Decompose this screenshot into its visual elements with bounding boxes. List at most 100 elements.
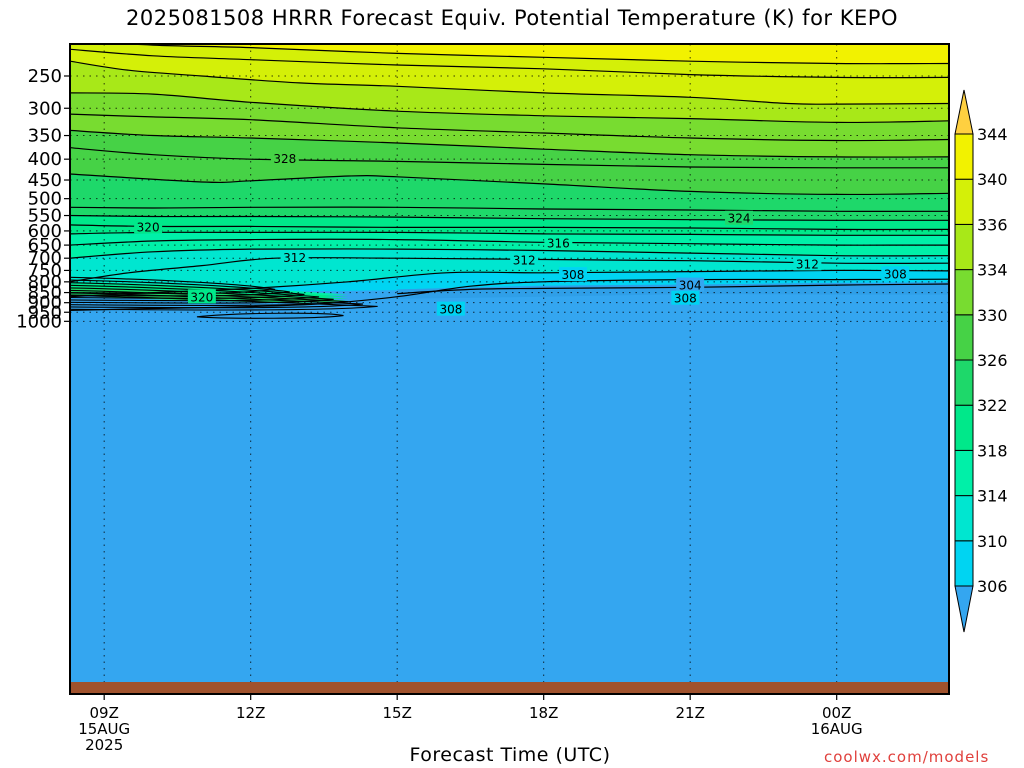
contour-320 bbox=[70, 224, 949, 231]
contour-label-bg bbox=[134, 219, 163, 234]
contour-label-312: 312 bbox=[283, 251, 306, 265]
colorbar-label-322: 322 bbox=[977, 396, 1008, 415]
colorbar-band bbox=[954, 359, 974, 406]
contour-lower-left bbox=[70, 287, 334, 304]
y-tick-label-900: 900 bbox=[28, 293, 62, 314]
y-tick-label-350: 350 bbox=[28, 126, 62, 147]
colorbar-top-arrow bbox=[954, 89, 974, 135]
contour-324 bbox=[70, 206, 949, 212]
fill-band-306 bbox=[70, 284, 949, 694]
source-credit: coolwx.com/models bbox=[824, 748, 990, 766]
contour-label-bg bbox=[793, 256, 822, 271]
contour-surface-pocket bbox=[196, 312, 344, 319]
y-tick-label-1000: 1000 bbox=[16, 311, 62, 332]
contour-306 bbox=[397, 283, 949, 295]
colorbar-label-344: 344 bbox=[977, 125, 1008, 144]
colorbar-label-310: 310 bbox=[977, 532, 1008, 551]
contour-label-312: 312 bbox=[513, 254, 536, 268]
contour-316 bbox=[70, 238, 949, 246]
contour-336 bbox=[70, 60, 949, 105]
y-tick-label-800: 800 bbox=[28, 272, 62, 293]
contour-lower-left bbox=[70, 284, 320, 302]
chart-title: 2025081508 HRRR Forecast Equiv. Potentia… bbox=[126, 6, 898, 30]
contour-label-328: 328 bbox=[273, 152, 296, 166]
contour-lower-left bbox=[70, 292, 364, 309]
y-tick-label-950: 950 bbox=[28, 302, 62, 323]
contour-label-320: 320 bbox=[137, 220, 160, 234]
x-tick-label-15Z: 15Z bbox=[382, 704, 411, 722]
colorbar-band bbox=[954, 178, 974, 225]
contour-lower-left bbox=[70, 289, 349, 306]
contour-334 bbox=[70, 92, 949, 124]
colorbar-band bbox=[954, 314, 974, 361]
x-tick-label-09Z: 09Z bbox=[89, 704, 118, 722]
y-tick-label-600: 600 bbox=[28, 221, 62, 242]
y-tick-label-750: 750 bbox=[28, 260, 62, 281]
colorbar-label-306: 306 bbox=[977, 577, 1008, 596]
contour-label-308: 308 bbox=[674, 292, 697, 306]
colorbar-band bbox=[954, 540, 974, 587]
x-tick-label-2025: 2025 bbox=[85, 736, 123, 754]
colorbar-label-340: 340 bbox=[977, 170, 1008, 189]
ground-band bbox=[70, 682, 949, 694]
colorbar-bottom-arrow bbox=[954, 585, 974, 633]
contour-label-bg bbox=[544, 235, 573, 250]
colorbar-band bbox=[954, 223, 974, 271]
contour-label-308: 308 bbox=[439, 303, 462, 317]
colorbar-band bbox=[954, 269, 974, 316]
contour-label-312: 312 bbox=[796, 257, 819, 271]
contour-340 bbox=[115, 44, 949, 65]
contour-label-bg bbox=[725, 210, 754, 225]
colorbar-band bbox=[954, 449, 974, 497]
contour-label-bg bbox=[270, 151, 299, 166]
colorbar-label-334: 334 bbox=[977, 261, 1008, 280]
contour-314 bbox=[70, 248, 949, 259]
contour-label-bg bbox=[280, 250, 309, 265]
colorbar-label-314: 314 bbox=[977, 487, 1008, 506]
y-tick-label-700: 700 bbox=[28, 248, 62, 269]
contour-318 bbox=[70, 231, 949, 236]
y-tick-label-250: 250 bbox=[28, 66, 62, 87]
x-tick-label-15AUG: 15AUG bbox=[78, 720, 130, 738]
y-tick-label-400: 400 bbox=[28, 149, 62, 170]
y-tick-label-500: 500 bbox=[28, 189, 62, 210]
x-tick-label-21Z: 21Z bbox=[675, 704, 704, 722]
y-tick-label-300: 300 bbox=[28, 98, 62, 119]
x-axis-label: Forecast Time (UTC) bbox=[409, 744, 611, 766]
contour-label-308: 308 bbox=[884, 267, 907, 281]
contour-330 bbox=[70, 129, 949, 158]
contour-label-bg bbox=[187, 289, 216, 304]
colorbar-label-330: 330 bbox=[977, 306, 1008, 325]
contour-332 bbox=[70, 113, 949, 142]
plot-frame bbox=[69, 43, 950, 695]
contour-label-bg bbox=[671, 290, 700, 305]
colorbar-label-326: 326 bbox=[977, 351, 1008, 370]
colorbar-band bbox=[954, 133, 974, 180]
contour-328 bbox=[70, 147, 949, 169]
contour-label-bg bbox=[436, 301, 465, 316]
contour-label-bg bbox=[676, 277, 705, 292]
contour-326 bbox=[70, 173, 949, 196]
cold-pool-fill bbox=[397, 282, 949, 299]
contour-label-308: 308 bbox=[562, 268, 585, 282]
x-tick-label-00Z: 00Z bbox=[822, 704, 851, 722]
contour-label-320: 320 bbox=[190, 290, 213, 304]
contour-lower-left bbox=[70, 294, 378, 311]
contour-label-bg bbox=[510, 252, 539, 267]
contour-label-304: 304 bbox=[679, 279, 702, 293]
x-tick-label-12Z: 12Z bbox=[236, 704, 265, 722]
colorbar-label-336: 336 bbox=[977, 215, 1008, 234]
colorbar-band bbox=[954, 404, 974, 451]
contour-label-bg bbox=[558, 267, 587, 282]
contour-338 bbox=[70, 48, 949, 79]
y-tick-label-450: 450 bbox=[28, 170, 62, 191]
contour-322 bbox=[70, 214, 949, 221]
y-tick-label-550: 550 bbox=[28, 206, 62, 227]
contour-label-324: 324 bbox=[728, 212, 751, 226]
contour-label-bg bbox=[881, 266, 910, 281]
x-tick-label-16AUG: 16AUG bbox=[811, 720, 863, 738]
y-tick-label-850: 850 bbox=[28, 283, 62, 304]
contour-label-316: 316 bbox=[547, 237, 570, 251]
colorbar-label-318: 318 bbox=[977, 441, 1008, 460]
